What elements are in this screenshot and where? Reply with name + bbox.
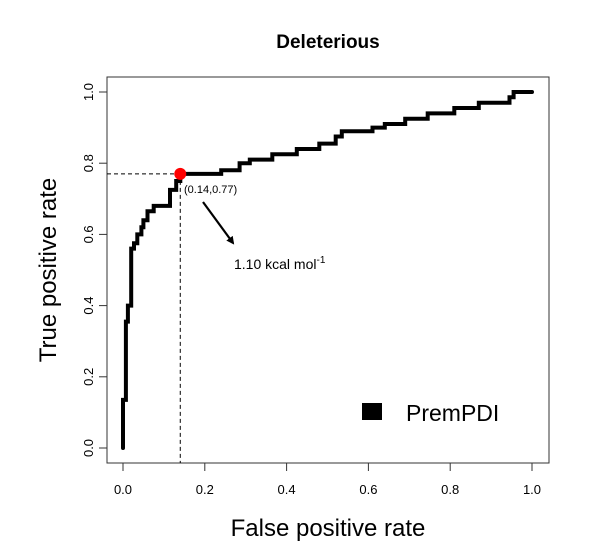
x-tick-label: 0.0 — [114, 482, 132, 497]
chart-title: Deleterious — [276, 32, 379, 53]
x-tick-label: 0.2 — [196, 482, 214, 497]
y-tick-label: 0.4 — [81, 297, 96, 315]
y-tick-label: 0.6 — [81, 225, 96, 243]
x-tick-label: 1.0 — [523, 482, 541, 497]
x-axis-label: False positive rate — [231, 515, 426, 542]
series-group — [121, 90, 534, 450]
highlight-group — [174, 167, 187, 180]
legend-label-premPDI: PremPDI — [406, 400, 499, 426]
highlight-point-label: (0.14,0.77) — [184, 184, 237, 196]
x-tick-label: 0.6 — [359, 482, 377, 497]
y-axis: 0.0 0.2 0.4 0.6 0.8 1.0 — [81, 83, 108, 457]
y-tick-label: 1.0 — [81, 83, 96, 101]
threshold-annotation-superscript: -1 — [316, 255, 325, 266]
roc-curve-prempdi — [121, 90, 534, 450]
x-tick-label: 0.4 — [278, 482, 296, 497]
highlight-point — [174, 167, 187, 180]
x-tick-label: 0.8 — [441, 482, 459, 497]
y-axis-label: True positive rate — [35, 178, 62, 363]
legend-swatch-premPDI — [362, 403, 382, 420]
y-tick-label: 0.2 — [81, 368, 96, 386]
y-tick-label: 0.8 — [81, 154, 96, 172]
legend: PremPDI — [362, 400, 499, 426]
annotation-arrow — [202, 201, 235, 245]
dashed-guides — [107, 173, 181, 463]
y-tick-label: 0.0 — [81, 439, 96, 457]
x-axis: 0.0 0.2 0.4 0.6 0.8 1.0 — [114, 462, 541, 497]
threshold-annotation: 1.10 kcal mol-1 — [234, 255, 326, 272]
threshold-annotation-main: 1.10 kcal mol — [234, 256, 316, 272]
